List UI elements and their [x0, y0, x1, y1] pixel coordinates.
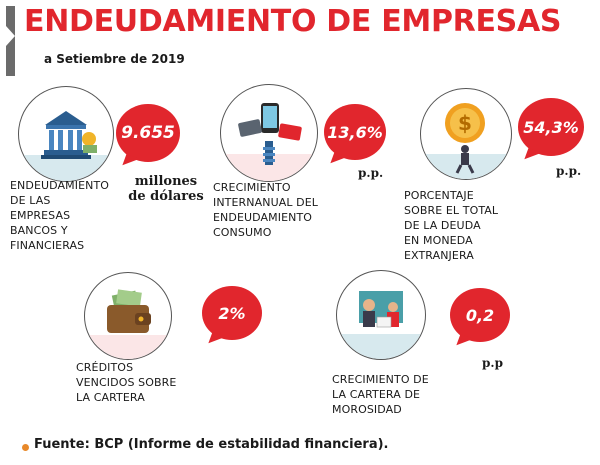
wallet-icon: [107, 289, 151, 333]
stat-bubble-foreign: 54,3%: [518, 98, 584, 165]
stat-value-banks: 9.655: [121, 123, 175, 143]
stat-label-overdue: CRÉDITOS VENCIDOS SOBRE LA CARTERA: [76, 361, 177, 404]
stat-bubble-delinquency: 0,2: [450, 288, 510, 351]
cards-icon-circle: [220, 84, 318, 182]
stat-bubble-consumo: 13,6%: [324, 104, 386, 169]
stat-label-foreign: PORCENTAJE SOBRE EL TOTAL DE LA DEUDA EN…: [404, 189, 499, 262]
bank-icon-circle: [18, 86, 114, 182]
header-accent-notch: [6, 26, 15, 46]
wallet-icon-circle: [84, 272, 172, 360]
stat-label-banks: ENDEUDAMIENTO DE LAS EMPRESAS BANCOS Y F…: [10, 179, 110, 252]
bank-icon: [41, 111, 97, 159]
source-note: Fuente: BCP (Informe de estabilidad fina…: [34, 437, 389, 452]
collector-icon-circle: [336, 270, 426, 360]
stat-unit-delinquency: p.p: [482, 356, 503, 370]
stat-label-consumo: CRECIMIENTO INTERNANUAL DEL ENDEUDAMIENT…: [213, 181, 319, 239]
page-title: ENDEUDAMIENTO DE EMPRESAS: [24, 4, 562, 39]
source-bullet-icon: [22, 444, 29, 451]
stat-unit-consumo: p.p.: [358, 166, 384, 180]
collector-icon: [359, 291, 403, 328]
svg-text:$: $: [458, 111, 472, 135]
cards-phone-icon: [238, 103, 302, 165]
stat-label-delinquency: CRECIMIENTO DE LA CARTERA DE MOROSIDAD: [332, 373, 429, 416]
stat-unit-banks: millones de dólares: [128, 174, 204, 204]
stat-bubble-banks: 9.655: [116, 104, 180, 171]
stat-unit-foreign: p.p.: [556, 164, 582, 178]
stat-value-delinquency: 0,2: [465, 305, 495, 325]
stat-value-consumo: 13,6%: [327, 122, 383, 142]
debt-weight-icon: $: [445, 103, 485, 174]
page-subtitle: a Setiembre de 2019: [44, 52, 185, 66]
stat-bubble-overdue: 2%: [202, 286, 262, 349]
debt-icon-circle: $: [420, 88, 512, 180]
stat-value-foreign: 54,3%: [523, 117, 579, 137]
stat-value-overdue: 2%: [218, 303, 246, 323]
